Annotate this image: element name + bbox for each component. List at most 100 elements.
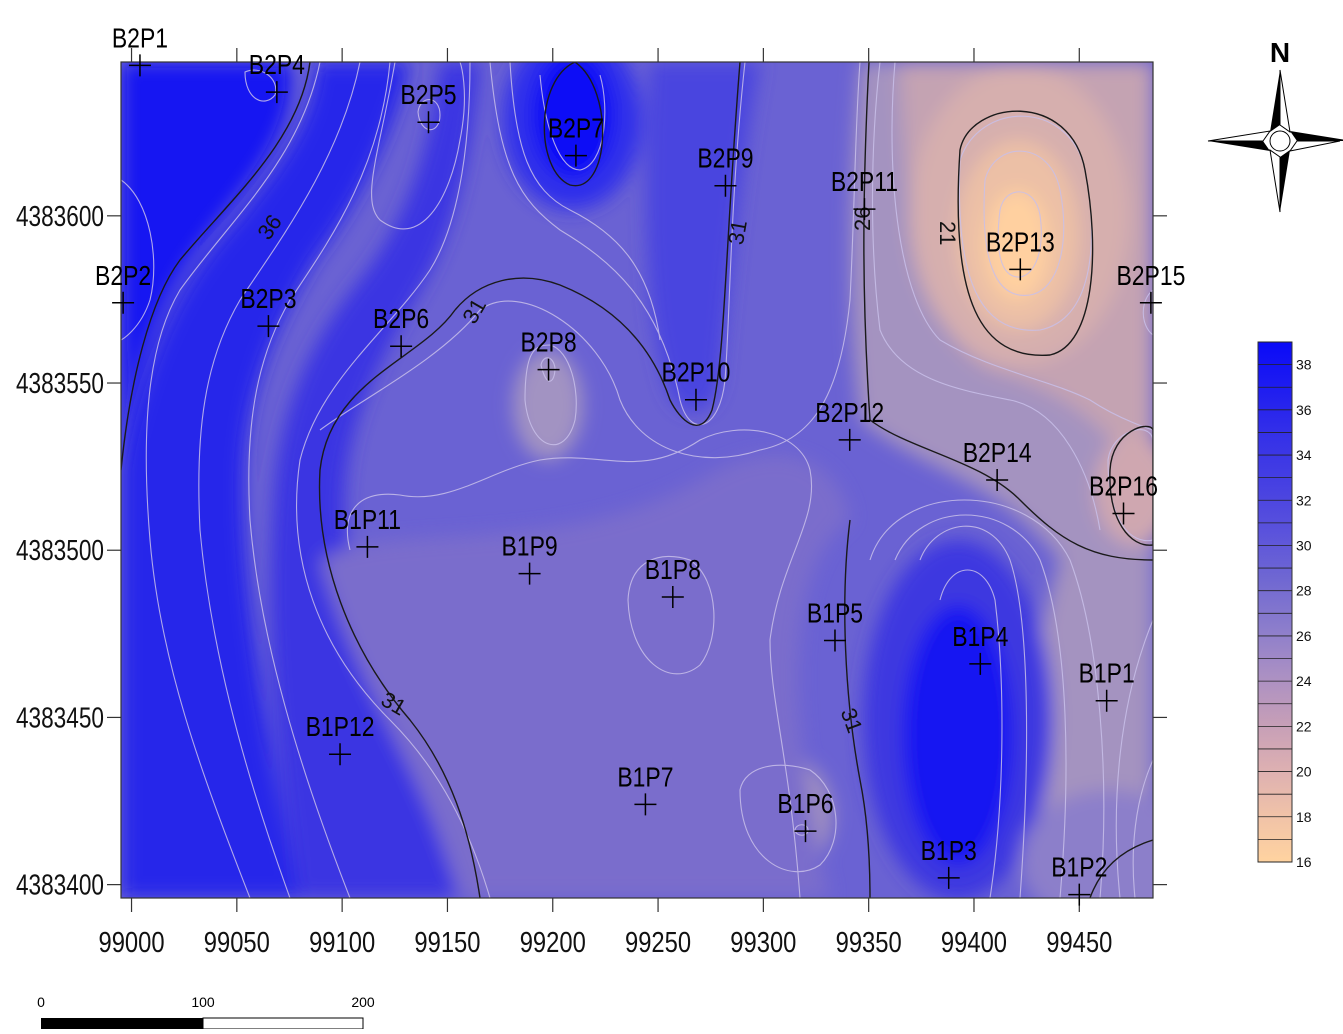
sample-point-label: B2P11 [831, 167, 898, 198]
sample-point-label: B2P9 [697, 144, 753, 175]
legend-label: 36 [1296, 402, 1312, 418]
crosshair-icon [1009, 258, 1032, 281]
crosshair-icon [128, 54, 151, 77]
contour-label: 21 [935, 221, 960, 245]
scale-bar: 0 100 200 [37, 994, 375, 1030]
crosshair-icon [823, 629, 846, 652]
contour-plot: 36 31 31 26 21 31 31 [121, 62, 1153, 898]
sample-point-label: B1P1 [1079, 659, 1135, 690]
sample-point-label: B1P7 [617, 762, 673, 793]
sample-point: B2P3 [240, 284, 297, 338]
sample-point: B2P11 [831, 167, 898, 221]
crosshair-icon [794, 820, 817, 843]
sample-point-label: B1P8 [645, 555, 701, 586]
legend-label: 18 [1296, 809, 1312, 825]
sample-point-label: B2P14 [963, 438, 1032, 469]
crosshair-icon [112, 291, 135, 314]
crosshair-icon [986, 469, 1009, 491]
x-tick-label: 99250 [625, 926, 691, 959]
sample-point-label: B2P6 [373, 304, 429, 335]
sample-point-label: B2P16 [1089, 471, 1158, 502]
map-frame [120, 61, 1154, 899]
contour-label: 31 [723, 218, 752, 246]
legend-label: 16 [1296, 854, 1312, 870]
sample-point: B1P8 [645, 555, 701, 609]
x-tick-label: 99200 [520, 926, 586, 959]
sample-point: B1P9 [502, 532, 558, 585]
sample-point-label: B1P2 [1051, 853, 1107, 884]
crosshair-icon [937, 866, 960, 889]
scale-label: 200 [351, 994, 375, 1010]
x-tick-label: 99350 [836, 926, 902, 959]
legend-label: 34 [1296, 447, 1312, 463]
sample-point: B1P2 [1051, 853, 1107, 906]
sample-point: B2P1 [112, 23, 168, 77]
sample-point-label: B1P4 [952, 622, 1008, 653]
sample-point-label: B2P2 [95, 261, 151, 292]
sample-point: B2P6 [373, 304, 429, 358]
y-tick-label: 4383550 [16, 366, 104, 399]
sample-point: B2P15 [1116, 261, 1185, 314]
crosshair-icon [838, 428, 861, 451]
sample-point-label: B2P13 [986, 227, 1055, 258]
x-axis: 99000 99050 99100 99150 99200 99250 99300 99350… [98, 48, 1112, 959]
scale-label: 100 [191, 994, 215, 1010]
sample-point-label: B2P10 [662, 358, 731, 389]
crosshair-icon [329, 743, 352, 766]
sample-point-label: B2P15 [1116, 261, 1185, 292]
sample-point-label: B1P9 [502, 532, 558, 563]
x-tick-label: 99050 [204, 926, 270, 959]
sample-point-label: B2P5 [400, 80, 456, 111]
sample-point: B2P16 [1089, 471, 1158, 525]
crosshair-icon [684, 388, 707, 411]
crosshair-icon [257, 315, 280, 338]
sample-point-label: B2P8 [520, 328, 576, 359]
sample-point-label: B1P11 [334, 505, 401, 536]
sample-point-label: B2P4 [249, 50, 305, 81]
sample-point-label: B2P1 [112, 23, 168, 54]
sample-point: B1P1 [1079, 659, 1135, 712]
y-tick-label: 4383400 [16, 868, 104, 901]
crosshair-icon [390, 335, 413, 358]
legend-label: 22 [1296, 718, 1312, 734]
x-tick-label: 99300 [730, 926, 796, 959]
sample-point: B2P9 [697, 144, 754, 197]
sample-point-label: B1P5 [807, 598, 863, 629]
crosshair-icon [537, 358, 560, 381]
y-axis: 4383600 4383550 4383500 4383450 4383400 [16, 199, 1167, 901]
sample-points: B2P1 B2P4 B2P5 B2P7 B2P9 B2P11 B2P13 B2P15 B2P2 B… [95, 23, 1185, 906]
sample-point-label: B2P12 [815, 398, 884, 429]
sample-point: B1P3 [921, 836, 977, 889]
crosshair-icon [1095, 689, 1118, 712]
sample-point: B2P10 [662, 358, 731, 411]
crosshair-icon [1068, 883, 1091, 906]
north-label: N [1270, 37, 1290, 68]
x-tick-label: 99000 [98, 926, 164, 959]
y-tick-label: 4383500 [16, 533, 104, 566]
sample-point: B2P4 [249, 50, 305, 104]
crosshair-icon [356, 535, 379, 558]
sample-point: B2P8 [520, 328, 577, 381]
legend-label: 30 [1296, 537, 1312, 553]
legend-label: 20 [1296, 764, 1312, 780]
sample-point: B1P4 [952, 622, 1008, 675]
sample-point-label: B2P7 [548, 114, 604, 145]
x-tick-label: 99150 [414, 926, 480, 959]
sample-point: B2P5 [400, 80, 457, 134]
sample-point: B1P5 [807, 598, 863, 652]
sample-point: B1P6 [777, 789, 834, 843]
legend-label: 26 [1296, 628, 1312, 644]
sample-point-label: B1P3 [921, 836, 977, 867]
crosshair-icon [564, 144, 587, 167]
sample-point-label: B1P6 [777, 789, 833, 820]
legend-label: 38 [1296, 357, 1312, 373]
sample-point: B1P7 [617, 762, 674, 816]
sample-point: B1P12 [306, 712, 374, 766]
sample-point: B2P13 [986, 227, 1055, 281]
legend-label: 24 [1296, 673, 1312, 689]
scale-label: 0 [37, 994, 45, 1010]
crosshair-icon [634, 793, 657, 816]
north-arrow-icon [1270, 70, 1280, 132]
x-tick-label: 99400 [941, 926, 1007, 959]
